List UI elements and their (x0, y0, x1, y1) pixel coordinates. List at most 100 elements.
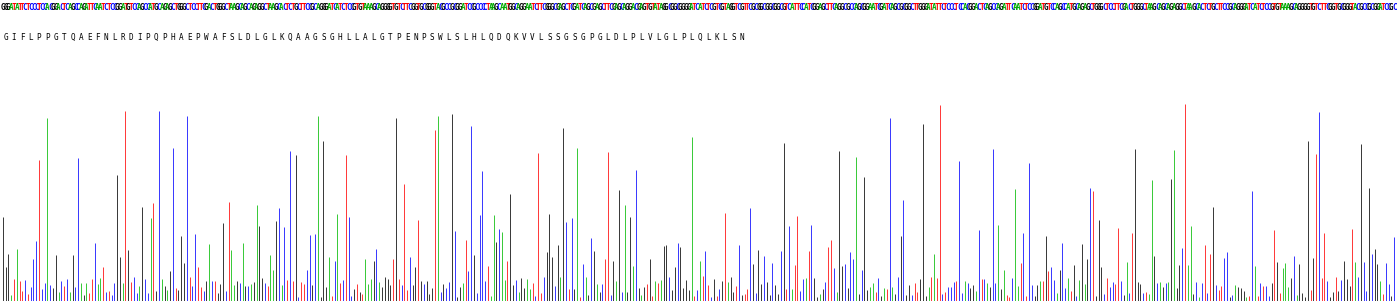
Text: C: C (993, 3, 997, 12)
Text: T: T (101, 3, 106, 12)
Text: L: L (372, 33, 376, 42)
Text: P: P (397, 33, 401, 42)
Text: A: A (489, 3, 493, 12)
Text: C: C (940, 3, 944, 12)
Text: G: G (1122, 3, 1126, 12)
Text: L: L (638, 33, 644, 42)
Text: C: C (263, 3, 267, 12)
Text: C: C (1063, 3, 1067, 12)
Text: T: T (650, 3, 655, 12)
Text: T: T (299, 3, 303, 12)
Text: T: T (1203, 3, 1207, 12)
Text: C: C (761, 3, 767, 12)
Text: G: G (988, 3, 992, 12)
Text: A: A (576, 3, 580, 12)
Text: G: G (627, 3, 633, 12)
Text: T: T (714, 3, 719, 12)
Text: C: C (184, 3, 189, 12)
Text: G: G (918, 3, 922, 12)
Text: C: C (131, 3, 136, 12)
Text: T: T (700, 3, 705, 12)
Text: A: A (98, 3, 103, 12)
Text: C: C (1222, 3, 1227, 12)
Text: C: C (1369, 3, 1375, 12)
Text: T: T (722, 3, 728, 12)
Text: G: G (781, 3, 787, 12)
Text: A: A (1253, 3, 1257, 12)
Text: W: W (439, 33, 443, 42)
Text: T: T (1261, 3, 1266, 12)
Text: G: G (1133, 3, 1137, 12)
Text: C: C (564, 3, 569, 12)
Text: T: T (539, 3, 543, 12)
Text: T: T (1248, 3, 1252, 12)
Text: G: G (1161, 3, 1165, 12)
Text: C: C (1119, 3, 1123, 12)
Text: G: G (1344, 3, 1350, 12)
Text: C: C (534, 3, 538, 12)
Text: G: G (1032, 3, 1037, 12)
Text: T: T (602, 3, 608, 12)
Text: C: C (800, 3, 806, 12)
Text: T: T (605, 3, 610, 12)
Text: A: A (369, 3, 373, 12)
Text: P: P (145, 33, 149, 42)
Text: L: L (481, 33, 485, 42)
Text: Q: Q (506, 33, 510, 42)
Text: C: C (1259, 3, 1263, 12)
Text: C: C (134, 3, 138, 12)
Text: A: A (14, 3, 20, 12)
Text: T: T (433, 3, 437, 12)
Text: G: G (971, 3, 975, 12)
Text: C: C (831, 3, 835, 12)
Text: C: C (112, 3, 116, 12)
Text: C: C (1010, 3, 1014, 12)
Text: T: T (531, 3, 535, 12)
Text: C: C (957, 3, 961, 12)
Text: C: C (666, 3, 672, 12)
Text: C: C (1164, 3, 1168, 12)
Text: F: F (221, 33, 225, 42)
Text: G: G (140, 3, 144, 12)
Text: T: T (402, 3, 407, 12)
Text: A: A (725, 3, 731, 12)
Text: S: S (573, 33, 577, 42)
Text: G: G (856, 3, 861, 12)
Text: G: G (1153, 3, 1157, 12)
Text: G: G (1372, 3, 1377, 12)
Text: C: C (170, 3, 175, 12)
Text: A: A (1147, 3, 1151, 12)
Text: A: A (436, 3, 440, 12)
Text: E: E (187, 33, 191, 42)
Text: G: G (1175, 3, 1179, 12)
Text: A: A (622, 3, 627, 12)
Text: S: S (548, 33, 552, 42)
Text: A: A (854, 3, 858, 12)
Text: T: T (1322, 3, 1327, 12)
Text: C: C (34, 3, 39, 12)
Text: G: G (545, 3, 549, 12)
Text: R: R (120, 33, 124, 42)
Text: G: G (1169, 3, 1173, 12)
Text: T: T (360, 3, 365, 12)
Text: A: A (630, 3, 636, 12)
Text: L: L (672, 33, 678, 42)
Text: G: G (641, 3, 647, 12)
Text: N: N (103, 33, 109, 42)
Text: I: I (137, 33, 141, 42)
Text: C: C (876, 3, 880, 12)
Text: A: A (803, 3, 809, 12)
Text: A: A (1158, 3, 1162, 12)
Text: G: G (591, 3, 597, 12)
Text: A: A (882, 3, 886, 12)
Text: C: C (481, 3, 485, 12)
Text: C: C (1206, 3, 1210, 12)
Text: T: T (106, 3, 112, 12)
Text: T: T (1208, 3, 1213, 12)
Text: P: P (36, 33, 42, 42)
Text: T: T (1273, 3, 1277, 12)
Text: A: A (1284, 3, 1288, 12)
Text: T: T (196, 3, 200, 12)
Text: G: G (1242, 3, 1246, 12)
Text: V: V (647, 33, 652, 42)
